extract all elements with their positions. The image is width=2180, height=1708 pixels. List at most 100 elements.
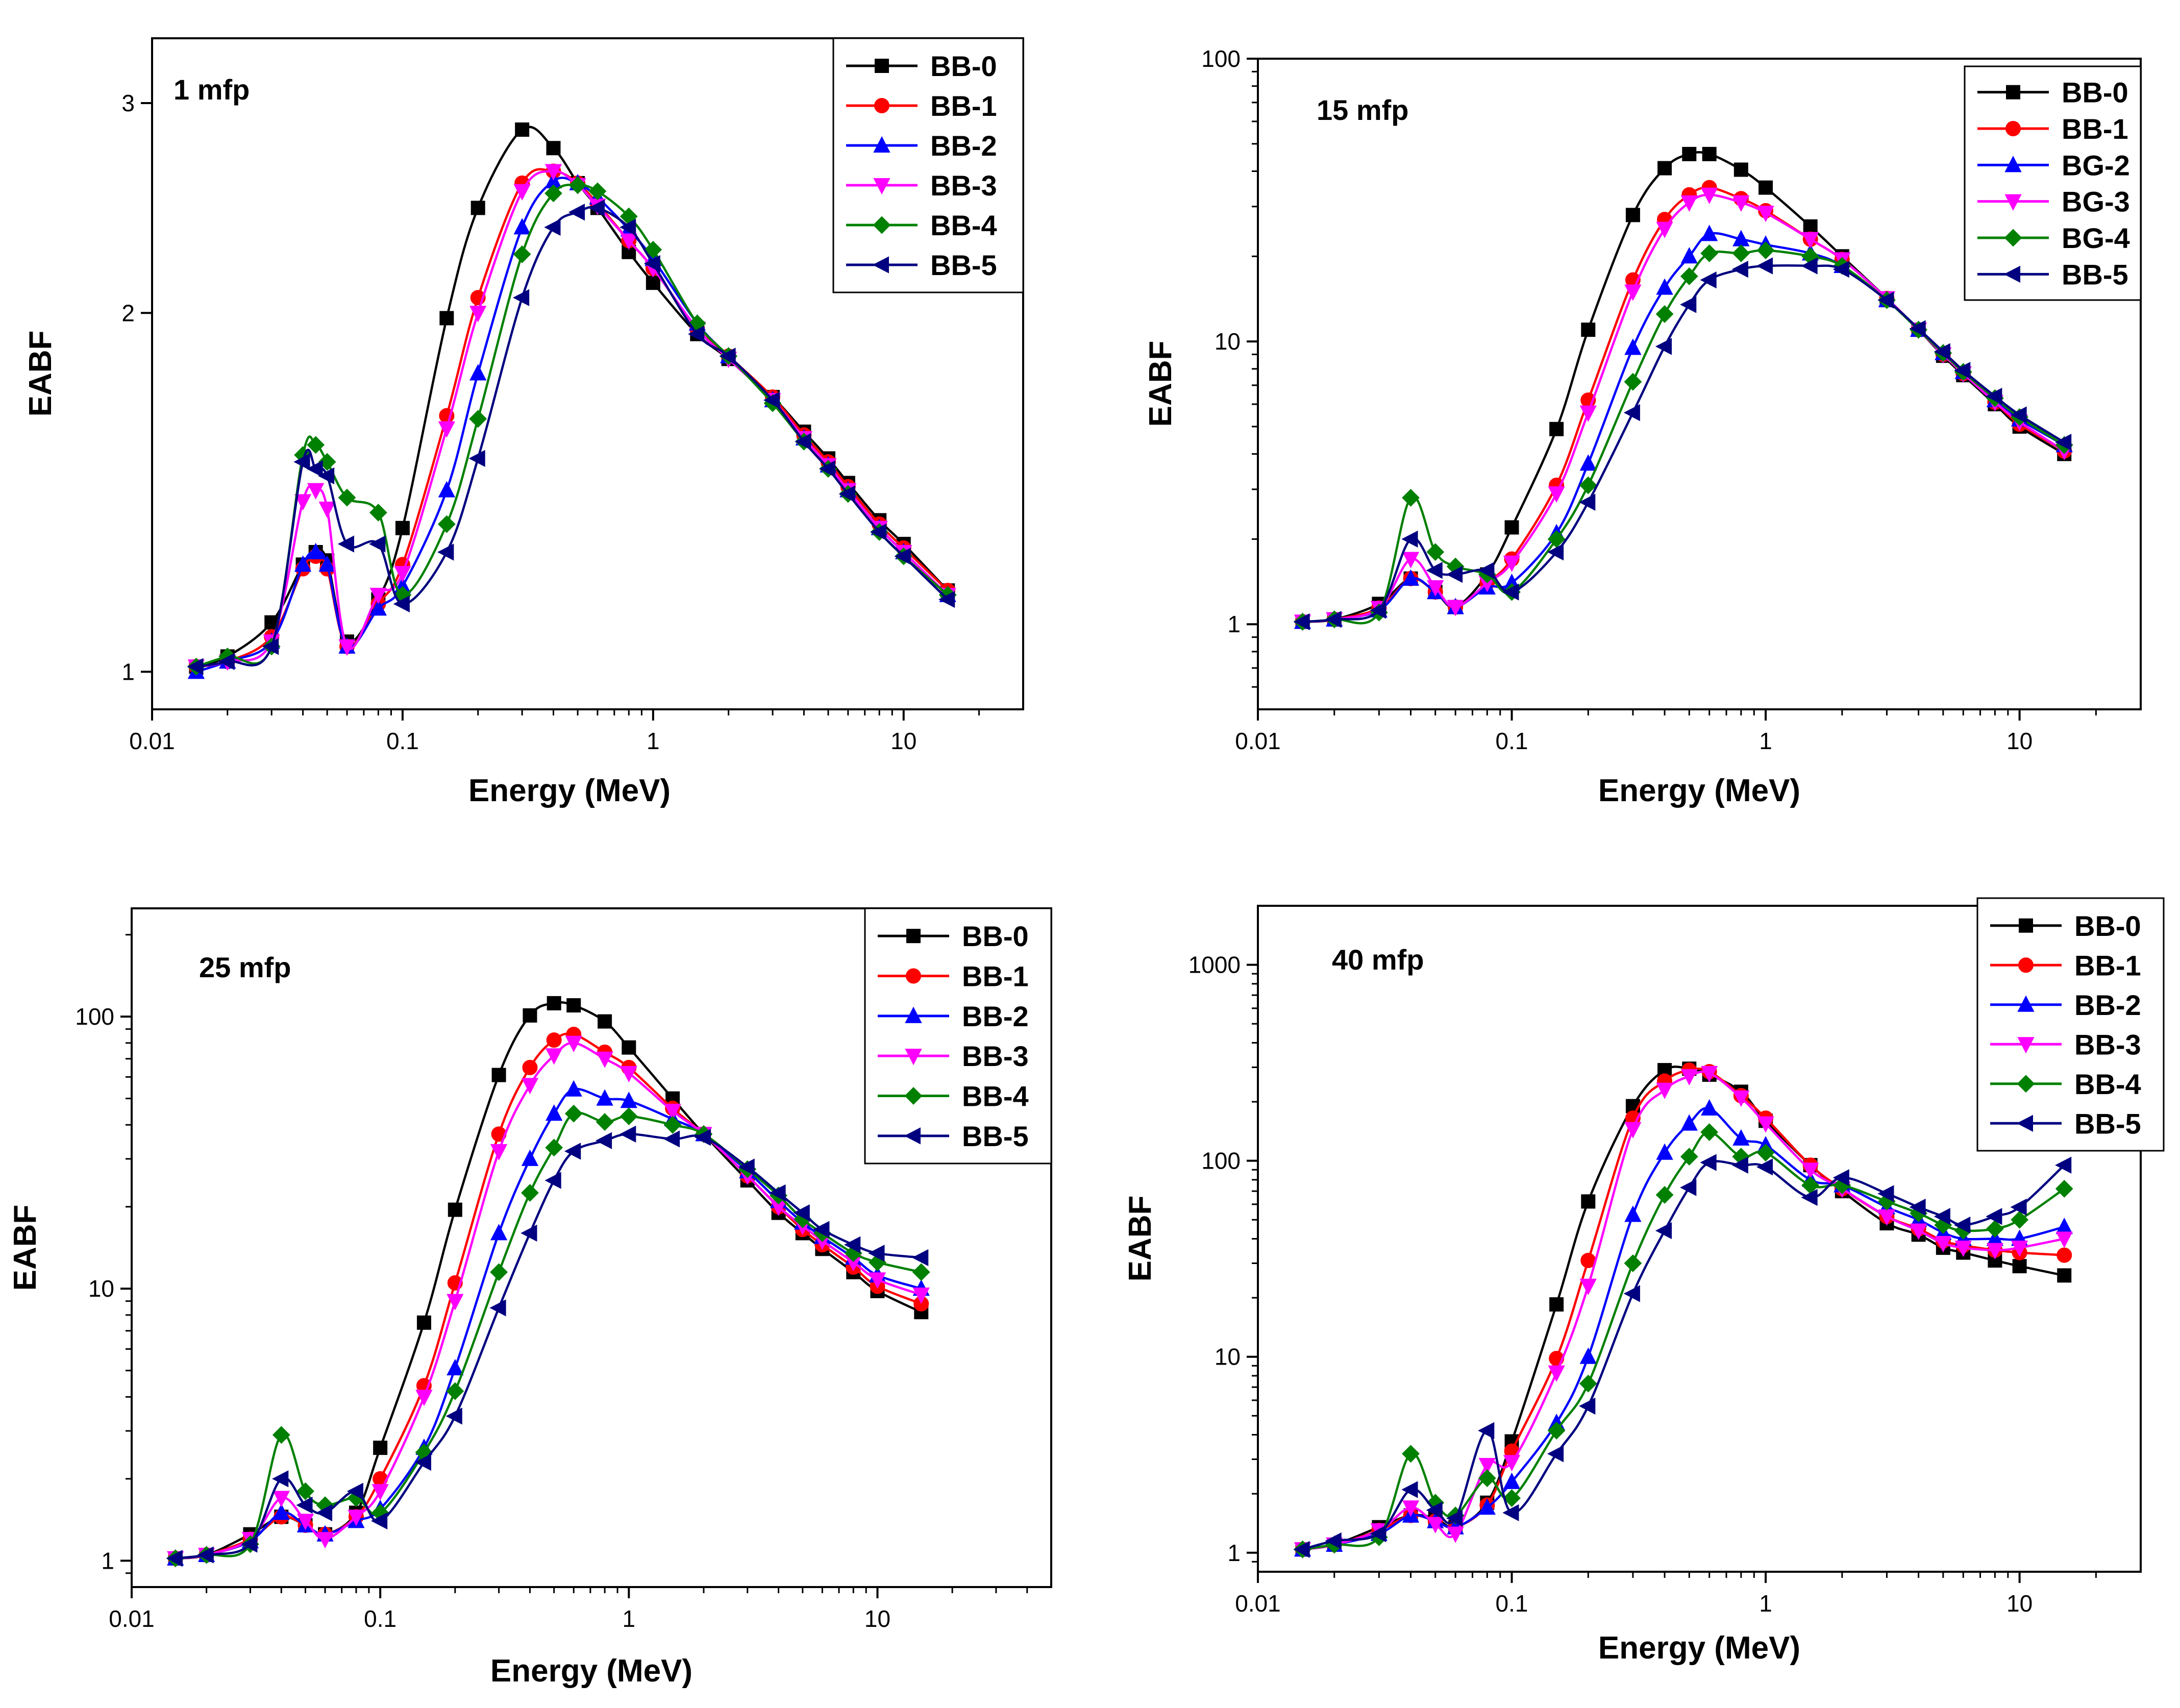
legend-label: BB-1	[2062, 113, 2128, 145]
legend-label: BB-3	[930, 169, 997, 202]
data-point	[1877, 1185, 1894, 1202]
legend-marker	[906, 968, 921, 984]
data-point	[369, 504, 387, 522]
data-point	[437, 515, 456, 533]
legend-label: BB-5	[2074, 1107, 2141, 1140]
data-point	[1625, 208, 1640, 222]
legend-marker	[2017, 1037, 2035, 1054]
y-tick-label: 1	[101, 1547, 114, 1574]
data-point	[307, 436, 325, 454]
data-point	[544, 218, 561, 236]
y-tick-label: 10	[1215, 328, 1241, 355]
data-point	[1756, 1158, 1773, 1176]
legend-marker	[2005, 121, 2021, 136]
data-point	[564, 1104, 583, 1123]
panel-title: 40 mfp	[1332, 944, 1424, 976]
data-point	[1447, 600, 1464, 616]
data-point	[272, 1491, 290, 1507]
legend-label: BB-2	[930, 130, 997, 162]
data-point	[644, 240, 662, 259]
data-point	[371, 1484, 389, 1501]
legend-label: BB-2	[2074, 989, 2141, 1021]
data-point	[2012, 1259, 2027, 1274]
data-point	[912, 1249, 929, 1267]
data-point	[813, 1221, 830, 1238]
data-point	[523, 1008, 537, 1023]
data-point	[938, 590, 955, 608]
legend-marker	[2019, 918, 2033, 933]
legend-label: BB-3	[2074, 1028, 2141, 1060]
data-point	[546, 1048, 563, 1065]
series-line	[1302, 264, 2065, 623]
data-point	[588, 182, 607, 201]
data-point	[1910, 1223, 1927, 1240]
data-point	[1624, 373, 1642, 391]
data-point	[1579, 1374, 1597, 1393]
data-point	[1503, 1455, 1521, 1472]
data-point	[1502, 583, 1519, 601]
data-point	[1581, 323, 1596, 337]
legend-label: BG-3	[2062, 186, 2130, 218]
legend-marker	[905, 1006, 922, 1023]
data-point	[1680, 1148, 1698, 1166]
data-point	[521, 1184, 539, 1202]
data-point	[437, 543, 454, 561]
data-point	[1934, 1208, 1950, 1225]
y-axis-title: EABF	[8, 1205, 43, 1291]
legend-marker	[2004, 194, 2022, 211]
data-point	[1756, 257, 1773, 275]
data-point	[2055, 1180, 2073, 1198]
data-point	[1547, 1422, 1566, 1440]
y-tick-label: 10	[1215, 1344, 1241, 1370]
data-point	[166, 1550, 183, 1567]
data-point	[373, 1441, 388, 1455]
plot-frame	[151, 37, 1024, 710]
data-point	[1402, 1500, 1420, 1517]
legend-marker	[874, 98, 889, 113]
data-point	[218, 653, 235, 670]
legend-label: BG-4	[2062, 222, 2130, 254]
data-point	[1756, 241, 1775, 259]
legend-label: BB-0	[930, 50, 997, 82]
data-point	[1909, 1198, 1926, 1216]
x-tick-label: 0.1	[386, 728, 419, 754]
data-point	[197, 1546, 214, 1564]
legend-label: BG-2	[2062, 149, 2130, 181]
data-point	[1478, 1458, 1496, 1475]
y-axis-title: EABF	[23, 331, 58, 417]
data-point	[513, 245, 531, 263]
data-point	[1478, 1422, 1495, 1440]
series-line	[1302, 1070, 2065, 1551]
data-point	[469, 306, 487, 323]
data-point	[1503, 1472, 1521, 1489]
data-point	[1549, 422, 1564, 436]
legend-marker	[2006, 85, 2020, 100]
data-point	[1757, 206, 1774, 222]
data-point	[2055, 1231, 2073, 1248]
data-point	[1547, 1445, 1564, 1463]
data-point	[307, 542, 325, 559]
legend-label: BB-5	[930, 249, 997, 281]
data-point	[1655, 1186, 1674, 1204]
data-point	[1877, 291, 1894, 309]
data-point	[544, 1172, 561, 1189]
data-point	[1402, 569, 1420, 586]
data-point	[664, 1104, 681, 1121]
data-point	[1801, 257, 1818, 275]
legend-label: BB-4	[962, 1080, 1029, 1112]
data-point	[894, 548, 911, 565]
data-point	[719, 348, 736, 365]
data-point	[1756, 1144, 1775, 1162]
data-point	[438, 421, 456, 438]
data-point	[1758, 180, 1773, 195]
data-point	[588, 199, 605, 217]
data-point	[1401, 530, 1418, 548]
data-point	[620, 1066, 637, 1082]
data-point	[1986, 1220, 2004, 1238]
data-point	[738, 1158, 755, 1176]
data-point	[1680, 1069, 1698, 1086]
data-point	[491, 1068, 506, 1082]
data-point	[1986, 387, 2002, 405]
